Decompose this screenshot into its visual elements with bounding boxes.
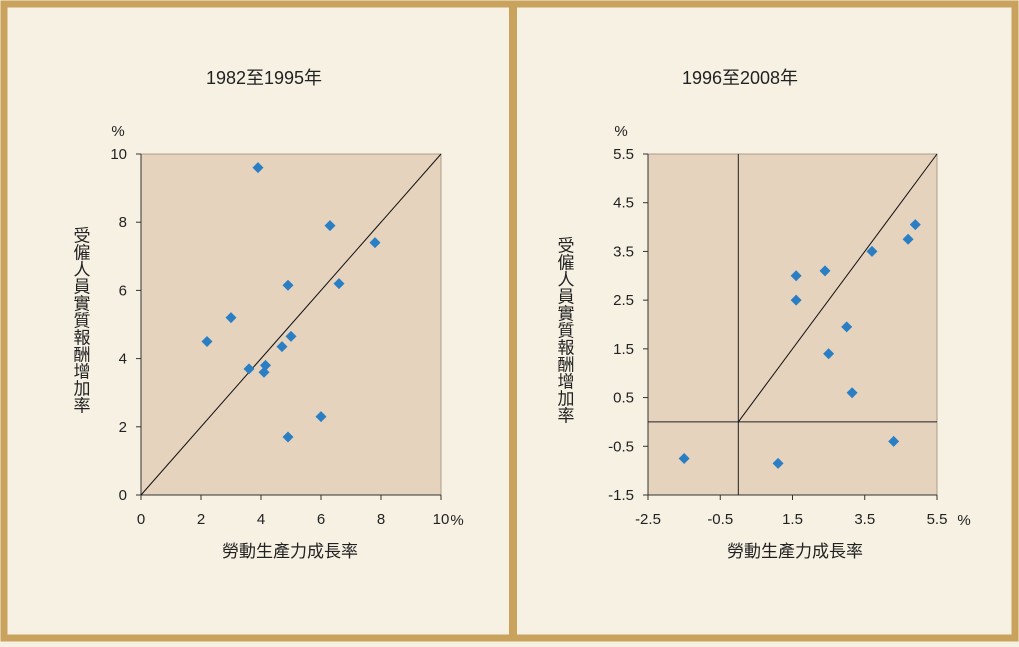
y-tick-label: 6 [119,282,127,299]
reference-line [737,153,938,423]
data-point [846,387,858,399]
x-unit-label: % [957,512,970,529]
y-tick-label: 8 [119,214,127,231]
y-tick-label: 4.5 [613,195,634,212]
data-point [201,336,213,348]
data-point [315,411,327,423]
x-tick-label: 2 [197,511,205,528]
y-axis-label: 受僱人員實質報酬增加率 [555,236,575,423]
x-axis-label: 勞動生產力成長率 [222,542,358,561]
chart-title: 1996至2008年 [682,68,798,88]
y-tick-label: 5.5 [613,146,634,163]
data-point [324,220,336,232]
data-point [285,330,297,342]
y-tick-label: 0 [119,487,127,504]
data-point [369,237,381,249]
y-tick-label: 1.5 [613,341,634,358]
data-point [243,363,255,375]
data-point [252,162,264,174]
data-point [819,265,831,277]
data-point [909,219,921,231]
data-point [678,452,690,464]
data-point [790,270,802,282]
x-tick-label: 3.5 [854,511,875,528]
y-tick-label: -1.5 [608,487,634,504]
x-tick-label: 6 [317,511,325,528]
plot-area [647,153,938,496]
data-point [841,321,853,333]
x-tick-label: 4 [257,511,265,528]
data-point [225,312,237,324]
data-point [772,457,784,469]
y-unit-label: % [614,123,627,140]
x-tick-label: 1.5 [782,511,803,528]
data-point [260,359,271,371]
data-point [823,348,835,360]
data-point [333,278,345,290]
data-point [282,279,294,291]
x-tick-label: -2.5 [635,511,661,528]
x-tick-label: 10 [433,511,450,528]
x-tick-label: 8 [377,511,385,528]
y-tick-label: -0.5 [608,438,634,455]
y-axis-label: 受僱人員實質報酬增加率 [71,226,91,413]
x-unit-label: % [450,512,463,529]
data-point [282,431,294,443]
y-tick-label: 4 [119,351,127,368]
x-axis-label: 勞動生產力成長率 [727,542,863,561]
x-tick-label: -0.5 [707,511,733,528]
data-point [866,245,878,257]
reference-line [140,153,442,496]
chart-title: 1982至1995年 [206,68,322,88]
y-tick-label: 2 [119,419,127,436]
y-tick-label: 3.5 [613,243,634,260]
data-point [790,294,802,306]
data-point [902,233,914,245]
y-unit-label: % [111,123,124,140]
y-tick-label: 10 [110,146,127,163]
data-point [888,435,900,447]
data-point [276,341,288,353]
x-tick-label: 5.5 [927,511,948,528]
y-tick-label: 0.5 [613,390,634,407]
panel-divider [509,4,517,638]
y-tick-label: 2.5 [613,292,634,309]
x-tick-label: 0 [137,511,145,528]
panel-left: 1982至1995年 % % 勞動生產力成長率 受僱人員實質報酬增加率 0 2 4 6… [71,68,464,561]
panel-right: 1996至2008年 % % 勞動生產力成長率 受僱人員實質報酬增加率 -2.5… [555,68,971,561]
